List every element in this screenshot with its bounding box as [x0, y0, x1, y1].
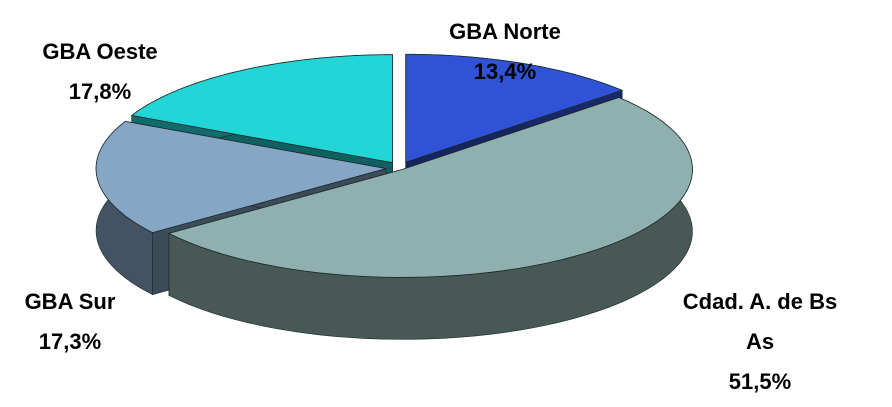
slice: [405, 53, 624, 163]
slice-label: GBA Sur 17,3%: [25, 282, 116, 362]
slice-label: GBA Oeste 17,8%: [42, 32, 157, 112]
value-label: 17,3%: [38, 329, 102, 354]
slice: [95, 120, 387, 234]
category-name: Cdad. A. de Bs As: [682, 289, 838, 354]
slice: [130, 54, 393, 164]
category-name: GBA Sur: [24, 289, 116, 314]
category-name: GBA Oeste: [42, 39, 158, 64]
slice-label: GBA Norte 13,4%: [449, 12, 561, 92]
value-label: 51,5%: [728, 369, 792, 394]
value-label: 17,8%: [68, 79, 132, 104]
category-name: GBA Norte: [449, 19, 561, 44]
slice: [167, 97, 693, 278]
value-label: 13,4%: [473, 59, 537, 84]
slice-label: Cdad. A. de Bs As 51,5%: [673, 282, 848, 402]
